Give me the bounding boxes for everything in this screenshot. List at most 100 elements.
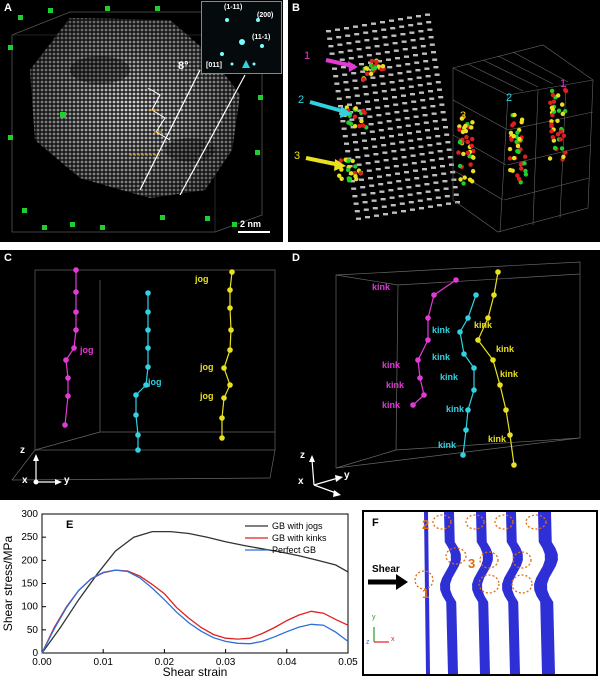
lattice-atom (395, 57, 400, 60)
lattice-atom (360, 186, 366, 189)
lattice-atom (423, 60, 429, 63)
lattice-atom (335, 90, 341, 93)
lattice-atom (371, 84, 377, 87)
cluster-atom (468, 162, 473, 167)
cluster-atom (510, 168, 515, 173)
lattice-atom (437, 88, 442, 91)
lattice-atom (407, 78, 413, 81)
box-marker-1: 1 (560, 78, 567, 90)
cluster-atom (555, 93, 561, 98)
panel-a: A 8° 2 nm (1-11) (200) (11-1) [011] (0, 0, 283, 242)
stress-strain-chart: 0 50 100 150 200 250 300 0.00 0.01 0.02 0.03 0.04 0.… (1, 509, 358, 679)
panel-b-image (305, 13, 594, 233)
lattice-atom (389, 196, 395, 199)
lattice-atom (431, 51, 436, 54)
cluster-atom (353, 106, 358, 111)
lattice-atom (425, 75, 431, 78)
panel-a-image (8, 6, 270, 233)
separator (0, 500, 600, 508)
lattice-atom (384, 105, 390, 108)
lattice-atom (414, 61, 420, 64)
lattice-atom (434, 189, 440, 192)
lattice-atom (374, 99, 379, 102)
lattice-atom (375, 168, 381, 171)
lattice-atom (350, 180, 355, 183)
cluster-atom (361, 123, 366, 128)
lattice-atom (373, 37, 379, 40)
box-marker-2: 2 (506, 92, 513, 104)
axis-x-label: x (22, 475, 28, 486)
lattice-atom (409, 147, 415, 150)
lattice-atom (363, 31, 369, 34)
gb-node (227, 287, 233, 293)
jog-tag-2: jog (148, 377, 162, 387)
cluster-atom (547, 156, 553, 161)
cluster-atom (562, 87, 568, 93)
lattice-atom (437, 150, 443, 153)
kink-tag: kink (500, 369, 519, 379)
cluster-atom (551, 99, 557, 104)
lattice-atom (443, 126, 448, 129)
cluster-atom (469, 125, 474, 130)
lattice-atom (354, 148, 360, 151)
lattice-atom (383, 97, 388, 100)
cluster-atom (461, 151, 466, 157)
gb-node (221, 365, 227, 371)
lattice-atom (416, 15, 421, 18)
lattice-atom (392, 211, 397, 214)
grain-boundary (440, 512, 461, 674)
lattice-atom (411, 100, 417, 103)
lattice-atom (422, 114, 428, 117)
x-tick-label: 0.05 (338, 657, 358, 668)
cluster-atom (368, 71, 374, 77)
f-marker-2: 2 (422, 517, 430, 532)
cluster-atom (507, 156, 513, 161)
lattice-atom (389, 135, 394, 138)
cluster-atom (514, 139, 519, 145)
gb-node (143, 382, 149, 388)
lattice-atom (435, 135, 441, 138)
cluster-atom (457, 163, 463, 169)
cluster-atom (559, 102, 565, 107)
cluster-atom (459, 116, 465, 121)
f-axis-x: x (391, 636, 395, 643)
lattice-atom (410, 208, 415, 211)
lattice-atom (370, 76, 376, 79)
lattice-atom (398, 79, 404, 82)
lattice-atom (328, 45, 334, 48)
cluster-atom (338, 158, 344, 163)
lattice-atom (355, 156, 361, 159)
cluster-atom (563, 150, 568, 155)
lattice-atom (393, 103, 399, 106)
panel-f: F Shear 2 3 1 y x z (362, 510, 598, 676)
lattice-atom (410, 93, 415, 96)
lattice-atom (434, 73, 440, 76)
marker-1: 1 (304, 50, 311, 62)
lattice-atom (423, 121, 429, 124)
lattice-atom (419, 153, 425, 156)
cluster-atom (555, 118, 560, 124)
panel-a-label: A (4, 2, 12, 14)
lattice-atom (371, 22, 376, 25)
lattice-atom (338, 105, 343, 108)
lattice-atom (381, 28, 387, 31)
lattice-atom (368, 123, 374, 126)
f-axis-y: y (372, 614, 376, 621)
panel-b: B 1 2 3 3 2 1 (288, 0, 600, 242)
lattice-atom (405, 178, 411, 181)
lattice-atom (401, 94, 406, 97)
lattice-atom (384, 51, 390, 54)
lattice-atom (362, 85, 368, 88)
lattice-atom (414, 123, 420, 126)
lattice-atom (413, 115, 419, 118)
f-marker-3: 3 (468, 556, 476, 571)
lattice-atom (429, 43, 435, 46)
lattice-atom (360, 70, 366, 73)
gb-node (135, 447, 141, 453)
lattice-atom (327, 37, 333, 40)
kink-tag: kink (382, 360, 401, 370)
cluster-atom (561, 133, 567, 139)
lattice-atom (332, 67, 337, 70)
lattice-atom (377, 60, 382, 63)
grain-boundary (502, 512, 523, 674)
